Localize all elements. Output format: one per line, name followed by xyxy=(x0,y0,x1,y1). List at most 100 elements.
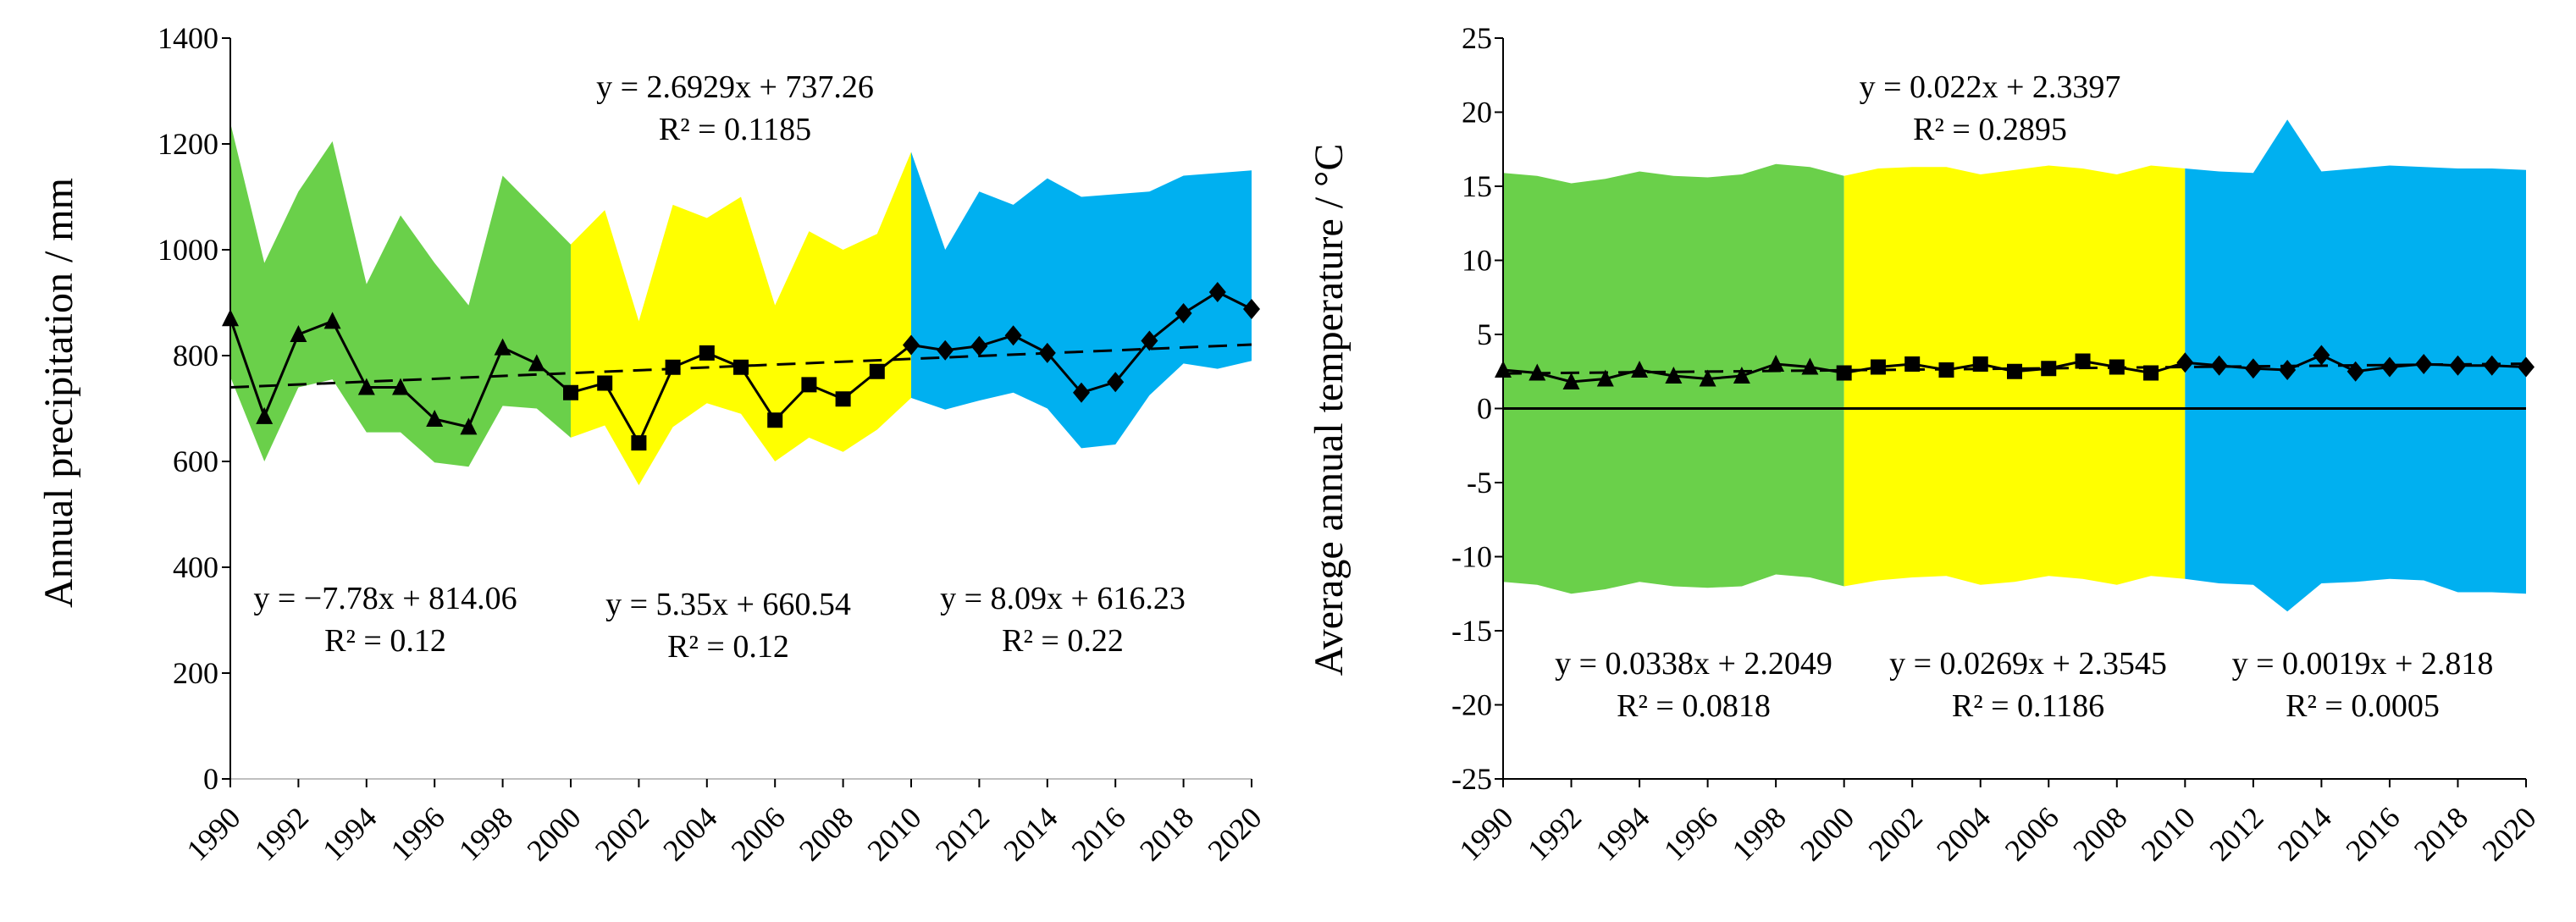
precipitation-data-point xyxy=(494,338,511,356)
temperature-x-tick-label: 2016 xyxy=(2339,800,2406,867)
temperature-data-point xyxy=(2347,361,2364,382)
temperature-data-point xyxy=(1699,369,1716,387)
temperature-y-tick-label: -20 xyxy=(1451,688,1492,722)
temperature-y-tick-label: 25 xyxy=(1462,21,1492,55)
temperature-x-tick-label: 1994 xyxy=(1589,800,1656,867)
temperature-x-tick-label: 1998 xyxy=(1726,800,1793,867)
precipitation-data-point xyxy=(801,377,817,393)
precipitation-data-point xyxy=(1073,382,1090,403)
precipitation-x-tick-label: 2000 xyxy=(520,800,587,867)
temperature-y-tick-label: 10 xyxy=(1462,244,1492,278)
temperature-x-tick-label: 2004 xyxy=(1930,800,1997,867)
precipitation-data-point xyxy=(903,334,920,356)
temperature-x-tick-label: 2018 xyxy=(2407,800,2474,867)
precipitation-data-point xyxy=(665,359,681,375)
temperature-data-point xyxy=(1665,367,1683,384)
precipitation-data-point xyxy=(256,406,274,424)
temperature-period2-r2: R² = 0.1186 xyxy=(1952,688,2104,724)
temperature-data-point xyxy=(2143,365,2159,381)
temperature-y-tick-label: -25 xyxy=(1451,762,1492,796)
temperature-x-ticks: 1990 1992 1994 1996 1998 2000 2002 2004 2006 2008… xyxy=(1452,779,2543,868)
temperature-data-point xyxy=(1596,369,1614,387)
temperature-data-point xyxy=(1733,367,1750,384)
temperature-x-tick-label: 2006 xyxy=(1998,800,2065,867)
temperature-data-point xyxy=(1801,357,1819,375)
precipitation-data-point xyxy=(323,312,341,329)
temperature-data-point xyxy=(2449,355,2467,376)
temperature-data-point xyxy=(1972,356,1988,372)
temperature-data-point xyxy=(1767,355,1785,372)
precipitation-data-point xyxy=(1038,342,1056,363)
temperature-data-point xyxy=(2244,358,2262,379)
precipitation-markers xyxy=(222,282,1260,451)
temperature-chart: -25 -20 -15 -10 -5 0 5 10 15 20 25 1990 1992 1994 199… xyxy=(1307,21,2543,868)
temperature-data-point xyxy=(2483,355,2501,376)
precipitation-data-point xyxy=(1243,299,1260,319)
temperature-x-tick-label: 2002 xyxy=(1862,800,1929,867)
precipitation-data-point xyxy=(1208,282,1226,302)
precipitation-x-tick-label: 2016 xyxy=(1065,800,1132,867)
precipitation-y-tick-label: 400 xyxy=(173,550,218,584)
precipitation-data-point xyxy=(597,375,613,391)
precipitation-y-tick-label: 800 xyxy=(173,339,218,373)
precipitation-overall-r2: R² = 0.1185 xyxy=(659,112,811,147)
precipitation-x-tick-label: 1998 xyxy=(452,800,519,867)
temperature-data-point xyxy=(1870,359,1886,375)
temperature-x-tick-label: 2010 xyxy=(2135,800,2202,867)
temperature-data-point xyxy=(1904,356,1921,372)
precipitation-x-tick-label: 2014 xyxy=(997,800,1064,867)
precipitation-data-point xyxy=(1004,325,1022,346)
temperature-y-tick-label: -15 xyxy=(1451,614,1492,648)
precipitation-x-tick-label: 2018 xyxy=(1133,800,1200,867)
temperature-x-tick-label: 1996 xyxy=(1657,800,1724,867)
precipitation-data-point xyxy=(970,335,988,356)
temperature-data-point xyxy=(1562,373,1580,389)
temperature-y-tick-label: 20 xyxy=(1462,96,1492,130)
precipitation-x-tick-label: 1992 xyxy=(248,800,315,867)
precipitation-y-tick-label: 1200 xyxy=(158,127,218,161)
temperature-x-tick-label: 2014 xyxy=(2271,800,2338,867)
precipitation-x-tick-label: 2010 xyxy=(860,800,927,867)
precipitation-data-point xyxy=(1141,330,1158,351)
precipitation-x-tick-label: 2012 xyxy=(929,800,996,867)
precipitation-data-point xyxy=(937,340,954,361)
temperature-data-point xyxy=(1836,365,1852,381)
precipitation-data-point xyxy=(222,309,239,327)
precipitation-y-tick-label: 200 xyxy=(173,656,218,690)
precipitation-x-tick-label: 2006 xyxy=(725,800,792,867)
temperature-y-tick-label: -5 xyxy=(1467,466,1492,500)
temperature-x-tick-label: 2020 xyxy=(2475,800,2542,867)
temperature-data-point xyxy=(2210,355,2228,376)
precipitation-period3-equation: y = 8.09x + 616.23 xyxy=(940,581,1186,616)
precipitation-data-point xyxy=(631,435,647,451)
precipitation-y-tick-label: 1400 xyxy=(158,21,218,55)
temperature-data-point xyxy=(2041,361,2057,377)
temperature-overall-r2: R² = 0.2895 xyxy=(1913,112,2067,147)
precipitation-area-2010-2020 xyxy=(911,152,1252,449)
temperature-data-point xyxy=(2380,356,2398,378)
temperature-data-point xyxy=(1495,361,1512,378)
temperature-y-tick-label: 15 xyxy=(1462,169,1492,203)
precipitation-x-tick-label: 2020 xyxy=(1201,800,1268,867)
temperature-data-point xyxy=(2518,356,2535,378)
precipitation-trend-line xyxy=(229,343,1252,389)
precipitation-x-tick-label: 2004 xyxy=(656,800,723,867)
precipitation-area-1990-2000 xyxy=(230,123,571,467)
precipitation-y-tick-label: 600 xyxy=(173,444,218,478)
precipitation-data-point xyxy=(357,378,375,395)
temperature-y-tick-label: 0 xyxy=(1477,392,1492,426)
precipitation-data-point xyxy=(767,412,783,428)
precipitation-data-point xyxy=(835,391,851,407)
precipitation-data-point xyxy=(563,384,578,400)
temperature-data-point xyxy=(2109,359,2125,375)
temperature-markers xyxy=(1495,345,2535,389)
temperature-y-tick-label: -10 xyxy=(1451,540,1492,574)
precipitation-data-point xyxy=(392,378,409,395)
precipitation-data-point xyxy=(733,359,749,375)
precipitation-y-tick-label: 1000 xyxy=(158,233,218,267)
temperature-y-tick-label: 5 xyxy=(1477,317,1492,351)
precipitation-data-point xyxy=(1175,303,1192,323)
precipitation-period2-equation: y = 5.35x + 660.54 xyxy=(605,587,851,622)
precipitation-y-tick-label: 0 xyxy=(203,762,218,796)
